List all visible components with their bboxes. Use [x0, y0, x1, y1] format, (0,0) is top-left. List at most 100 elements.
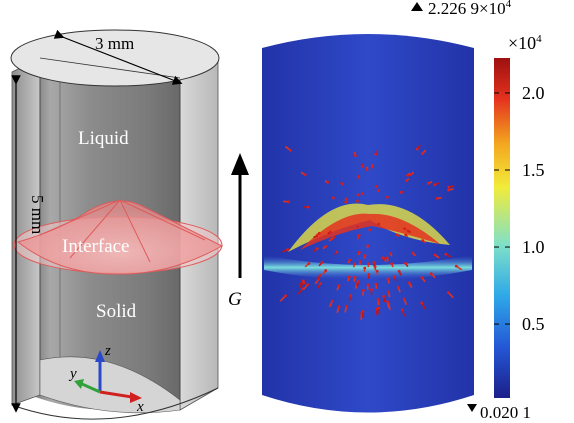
- velocity-arrow-head: [404, 233, 408, 237]
- velocity-arrow-head: [357, 250, 361, 254]
- velocity-arrow-head: [356, 280, 360, 283]
- velocity-arrow-head: [345, 304, 348, 308]
- velocity-arrow-head: [340, 182, 344, 186]
- velocity-arrow-head: [302, 281, 306, 285]
- velocity-arrow-head: [387, 290, 390, 294]
- velocity-arrow-head: [382, 295, 386, 298]
- velocity-arrow-head: [385, 256, 389, 260]
- velocity-arrow-head: [385, 195, 389, 199]
- velocity-arrow-head: [396, 285, 400, 289]
- velocity-field-cylinder: [262, 34, 474, 413]
- velocity-arrow-head: [349, 294, 352, 298]
- velocity-arrow-head: [355, 199, 359, 203]
- gravity-label: G: [228, 289, 242, 310]
- max-triangle-icon: [411, 2, 423, 11]
- velocity-arrow-head: [376, 298, 380, 301]
- velocity-arrow-head: [326, 181, 330, 184]
- velocity-arrow-head: [320, 261, 324, 264]
- colorbar-tick-label: 0.5: [522, 314, 545, 334]
- liquid-label: Liquid: [78, 128, 129, 149]
- velocity-arrow-head: [306, 283, 310, 286]
- interface-dome: [13, 199, 224, 275]
- velocity-arrow-head: [289, 148, 292, 152]
- velocity-arrow-head: [356, 193, 360, 197]
- colorbar-min-label: 0.020 1: [480, 403, 531, 422]
- velocity-arrow-head: [357, 175, 361, 179]
- axis-triad: z x y: [68, 343, 144, 415]
- dome-hotspot: [288, 203, 450, 252]
- velocity-arrow-head: [389, 251, 392, 255]
- velocity-arrow-head: [376, 189, 380, 193]
- velocity-arrow-head: [318, 274, 322, 277]
- z-axis-label: z: [104, 343, 111, 359]
- velocity-arrow-head: [324, 269, 328, 272]
- velocity-arrow-head: [363, 254, 367, 257]
- solid-label: Solid: [96, 301, 137, 322]
- velocity-arrow-head: [363, 266, 367, 270]
- velocity-arrow-head: [375, 307, 379, 311]
- velocity-arrow-head: [372, 261, 376, 264]
- velocity-arrow-head: [390, 262, 394, 266]
- velocity-arrow-head: [367, 262, 370, 266]
- velocity-arrow-head: [356, 225, 360, 229]
- velocity-arrow-head: [361, 164, 364, 168]
- velocity-arrow-head: [447, 185, 451, 189]
- velocity-arrow-head: [406, 229, 410, 233]
- velocity-arrow-head: [406, 173, 410, 177]
- velocity-arrow-head: [331, 196, 335, 200]
- velocity-arrow-head: [353, 262, 357, 266]
- velocity-arrow-head: [404, 261, 407, 265]
- colorbar: 2.0 1.5 1.0 0.5: [494, 58, 545, 398]
- interface-band: [264, 255, 472, 280]
- velocity-arrow-head: [405, 179, 408, 183]
- interface-label: Interface: [62, 236, 130, 257]
- colorbar-gradient: [494, 58, 510, 398]
- velocity-arrow-head: [361, 192, 364, 196]
- velocity-arrow-head: [433, 183, 437, 187]
- velocity-arrow-head: [303, 173, 307, 177]
- velocity-arrow-head: [392, 275, 396, 279]
- velocity-arrow-head: [286, 248, 290, 251]
- colorbar-ticks: 2.0 1.5 1.0 0.5: [494, 83, 545, 334]
- velocity-arrow-head: [427, 182, 430, 185]
- colorbar-unit-label: ×104: [508, 33, 542, 53]
- velocity-arrow-head: [409, 173, 413, 176]
- velocity-arrow-head: [366, 283, 370, 287]
- cylinder-bottom: [39, 356, 181, 414]
- velocity-arrow-head: [370, 288, 373, 292]
- velocity-arrow-head: [307, 262, 311, 265]
- velocity-arrow-head: [429, 272, 433, 276]
- velocity-arrow-head: [317, 231, 321, 235]
- velocity-arrow-head: [420, 276, 424, 280]
- velocity-arrow-head: [402, 297, 406, 301]
- velocity-arrow-head: [358, 260, 362, 263]
- velocity-arrow-head: [433, 253, 437, 257]
- colorbar-tick-label: 1.0: [522, 237, 545, 257]
- velocity-arrow-head: [375, 269, 379, 273]
- velocity-arrow-head: [367, 273, 371, 276]
- velocity-arrow-head: [337, 305, 341, 309]
- velocity-arrow-head: [454, 264, 458, 268]
- velocity-arrow-head: [370, 165, 374, 169]
- velocity-arrow-head: [330, 299, 334, 303]
- velocity-arrow-head: [377, 306, 381, 310]
- velocity-arrow-head: [386, 300, 389, 304]
- velocity-arrow-head: [357, 235, 360, 239]
- velocity-arrows: [279, 144, 463, 320]
- min-triangle-icon: [467, 404, 477, 412]
- width-dimension: [53, 29, 183, 85]
- velocity-arrow-head: [407, 281, 411, 285]
- velocity-arrow-head: [397, 269, 401, 273]
- velocity-arrow-head: [403, 227, 406, 231]
- velocity-arrow-head: [335, 250, 339, 254]
- width-label: 3 mm: [95, 34, 134, 53]
- colorbar-tick-label: 1.5: [522, 160, 545, 180]
- velocity-arrow-head: [444, 252, 448, 256]
- velocity-arrow-head: [374, 152, 378, 156]
- velocity-arrow-head: [306, 205, 310, 209]
- colorbar-tick-label: 2.0: [522, 83, 545, 103]
- velocity-arrow-head: [395, 233, 399, 237]
- velocity-arrow-head: [374, 185, 378, 188]
- velocity-arrow-head: [435, 197, 439, 200]
- velocity-arrow-head: [344, 197, 348, 201]
